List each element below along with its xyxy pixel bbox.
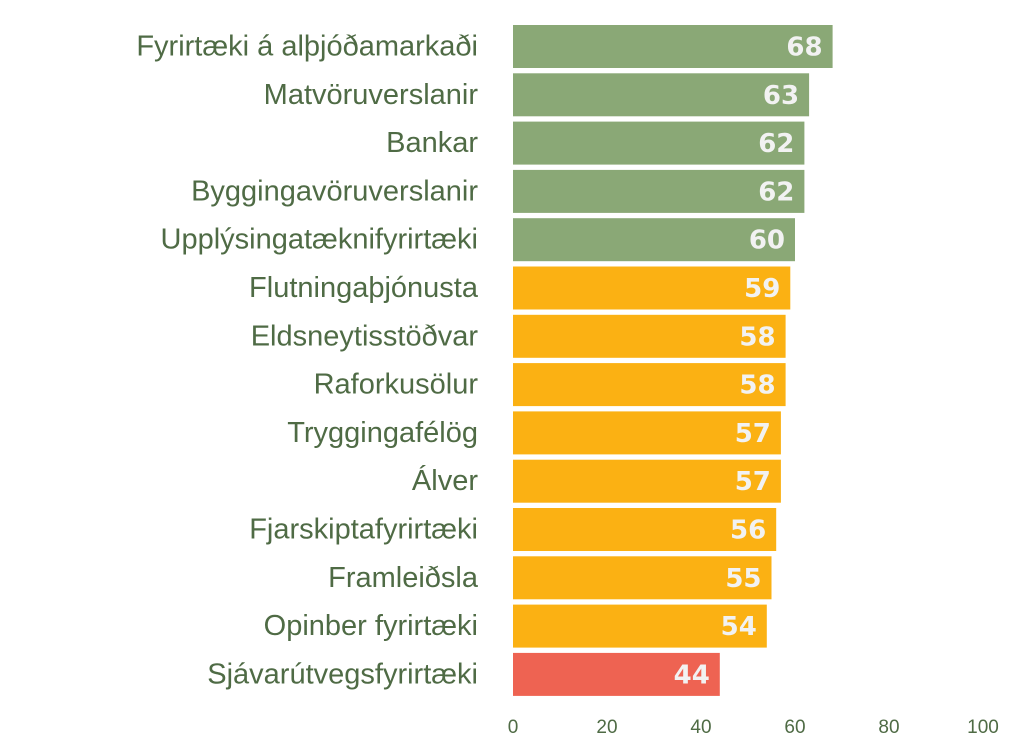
value-label: 62 bbox=[758, 177, 794, 207]
value-label: 57 bbox=[735, 467, 771, 497]
value-label: 60 bbox=[749, 226, 785, 256]
category-label: Framleiðsla bbox=[328, 562, 479, 594]
category-label: Tryggingafélög bbox=[287, 417, 478, 449]
category-label: Flutningaþjónusta bbox=[249, 272, 479, 304]
value-label: 54 bbox=[721, 612, 757, 642]
bar bbox=[513, 652, 720, 696]
value-label: 55 bbox=[725, 564, 761, 594]
category-labels-group: Fyrirtæki á alþjóðamarkaði Matvöruverslan… bbox=[136, 31, 479, 691]
value-label: 68 bbox=[786, 33, 822, 63]
category-label: Sjávarútvegsfyrirtæki bbox=[207, 658, 478, 690]
value-label: 62 bbox=[758, 129, 794, 159]
bar bbox=[513, 121, 805, 165]
x-axis-ticks-group: 0 20 40 60 80 100 bbox=[508, 717, 999, 738]
bar bbox=[513, 363, 786, 407]
bar bbox=[513, 169, 805, 213]
bar bbox=[513, 459, 781, 503]
x-tick-label: 60 bbox=[784, 717, 805, 738]
value-label: 58 bbox=[739, 322, 775, 352]
value-label: 56 bbox=[730, 516, 766, 546]
bar bbox=[513, 508, 777, 551]
bar bbox=[513, 25, 833, 68]
x-tick-label: 0 bbox=[508, 717, 519, 738]
bar bbox=[513, 556, 772, 600]
bar bbox=[513, 314, 786, 358]
value-labels-group: 68 63 62 62 60 59 58 58 57 57 56 55 54 44 bbox=[674, 33, 823, 691]
value-label: 63 bbox=[763, 81, 799, 111]
category-label: Fjarskiptafyrirtæki bbox=[249, 514, 478, 546]
bar bbox=[513, 218, 795, 262]
bars-group bbox=[513, 25, 833, 696]
category-label: Matvöruverslanir bbox=[264, 79, 479, 111]
category-label: Eldsneytisstöðvar bbox=[251, 320, 479, 352]
bar bbox=[513, 73, 810, 117]
x-tick-label: 20 bbox=[596, 717, 617, 738]
category-label: Raforkusölur bbox=[314, 369, 479, 401]
value-label: 44 bbox=[674, 660, 710, 690]
category-label: Byggingavöruverslanir bbox=[191, 175, 478, 207]
category-label: Fyrirtæki á alþjóðamarkaði bbox=[136, 31, 478, 63]
category-label: Upplýsingatæknifyrirtæki bbox=[161, 224, 479, 256]
value-label: 59 bbox=[744, 274, 780, 304]
category-label: Bankar bbox=[386, 127, 478, 159]
category-label: Opinber fyrirtæki bbox=[264, 610, 478, 642]
bar bbox=[513, 266, 791, 310]
x-tick-label: 80 bbox=[878, 717, 899, 738]
x-tick-label: 100 bbox=[967, 717, 999, 738]
value-label: 58 bbox=[739, 371, 775, 401]
x-tick-label: 40 bbox=[690, 717, 711, 738]
category-label: Álver bbox=[412, 464, 478, 497]
bar bbox=[513, 604, 767, 648]
bar bbox=[513, 411, 781, 455]
value-label: 57 bbox=[735, 419, 771, 449]
